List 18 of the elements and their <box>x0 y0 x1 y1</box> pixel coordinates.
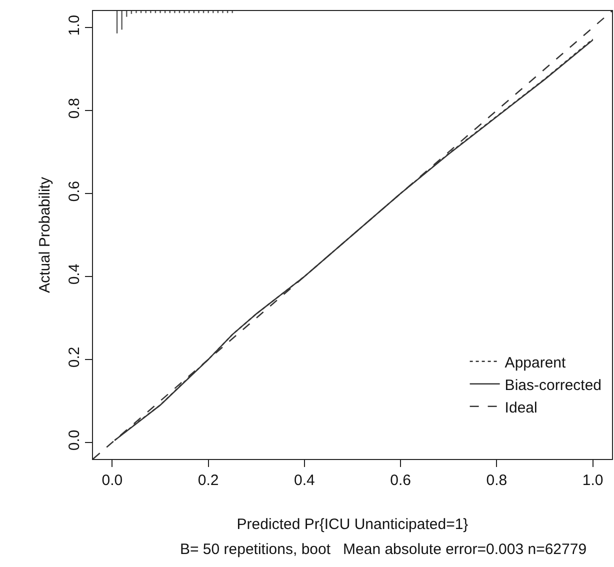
text: 1.0 <box>582 472 604 489</box>
x-tick-label: 0.2 <box>198 472 219 489</box>
x-tick-label: 0.8 <box>486 472 508 489</box>
text: B= 50 repetitions, boot Mean absolute error=0.003 n=62779 <box>180 541 587 558</box>
text: 0.0 <box>66 430 83 451</box>
y-axis-title: Actual Probability <box>36 176 54 293</box>
legend-label: Ideal <box>504 399 538 416</box>
legend-label: Apparent <box>504 354 567 372</box>
y-tick-label: 0.8 <box>66 98 83 119</box>
x-axis-title: Predicted Pr{ICU Unanticipated=1} <box>236 516 468 533</box>
x-tick-label: 0.4 <box>294 472 315 489</box>
legend-label: Bias-corrected <box>504 376 602 394</box>
x-tick-label: 0.6 <box>390 472 411 489</box>
text: 0.0 <box>102 472 123 489</box>
y-tick-label: 0.6 <box>66 180 83 202</box>
text: 1.0 <box>66 14 83 36</box>
y-tick-label: 0.4 <box>66 264 83 285</box>
y-tick-label: 0.2 <box>66 346 83 368</box>
